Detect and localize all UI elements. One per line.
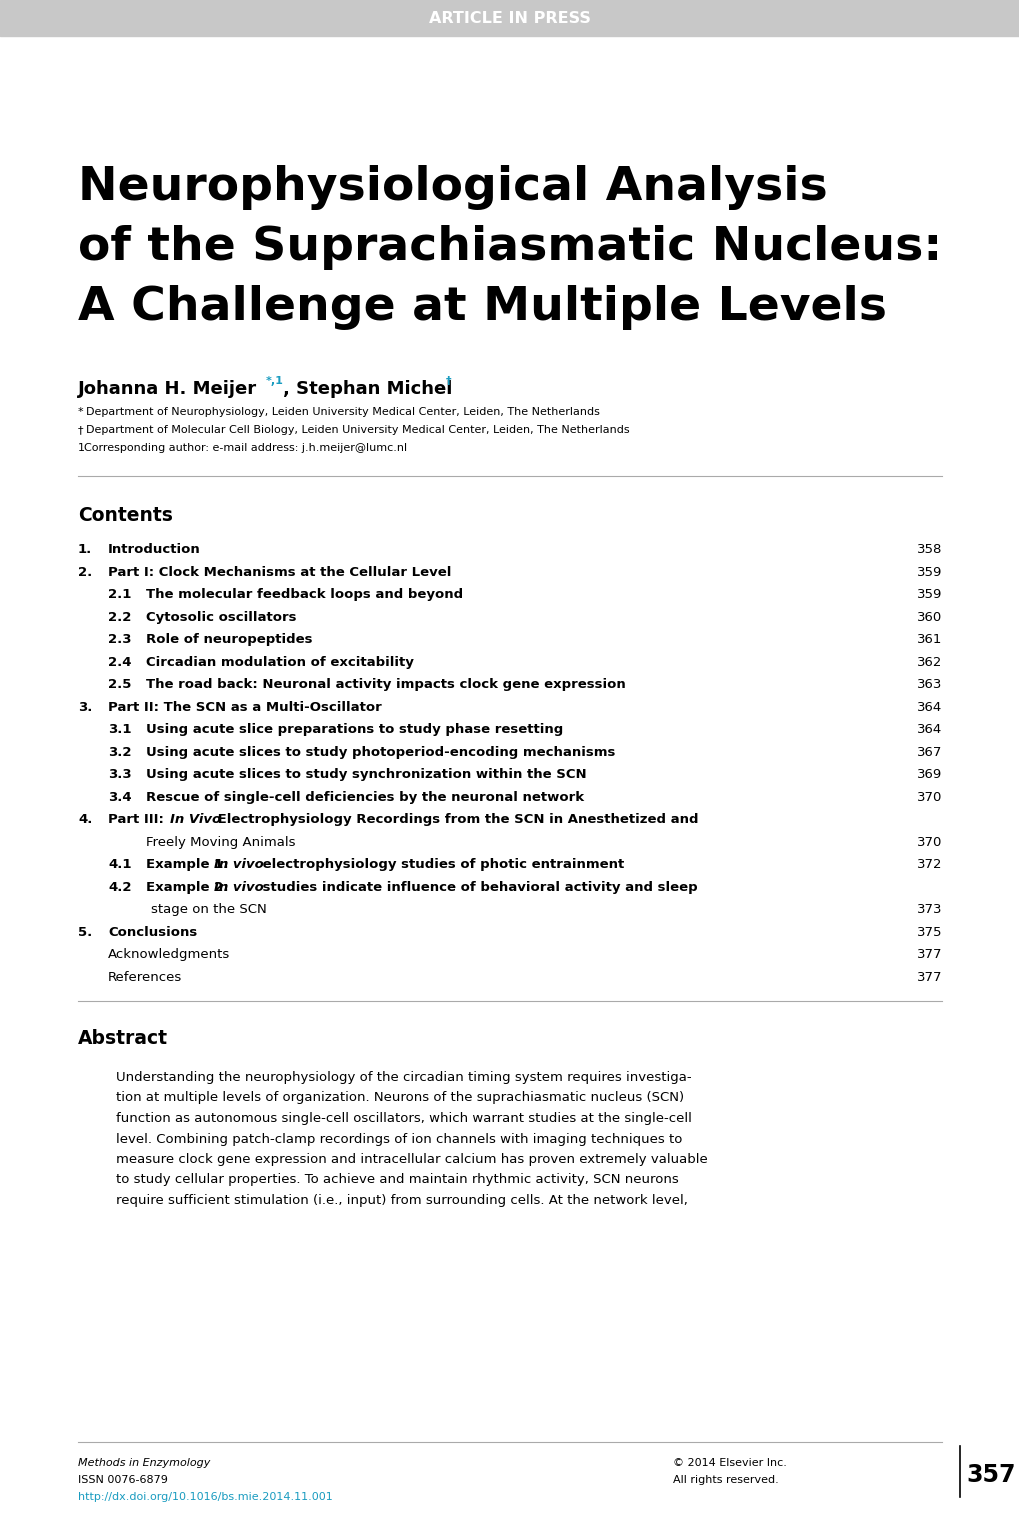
Text: 361: 361 [916,633,942,646]
Text: 3.1: 3.1 [108,724,131,736]
Text: Using acute slices to study synchronization within the SCN: Using acute slices to study synchronizat… [146,768,586,780]
Text: Contents: Contents [77,506,172,525]
Text: Circadian modulation of excitability: Circadian modulation of excitability [146,655,414,669]
Text: http://dx.doi.org/10.1016/bs.mie.2014.11.001: http://dx.doi.org/10.1016/bs.mie.2014.11… [77,1492,332,1502]
Text: require sufficient stimulation (i.e., input) from surrounding cells. At the netw: require sufficient stimulation (i.e., in… [116,1193,687,1207]
Text: †: † [445,376,451,386]
Text: to study cellular properties. To achieve and maintain rhythmic activity, SCN neu: to study cellular properties. To achieve… [116,1174,678,1186]
Text: 377: 377 [916,970,942,984]
Text: Example 2:: Example 2: [146,880,233,894]
Text: The road back: Neuronal activity impacts clock gene expression: The road back: Neuronal activity impacts… [146,678,625,692]
Text: stage on the SCN: stage on the SCN [151,903,267,916]
Text: 2.5: 2.5 [108,678,131,692]
Text: 3.3: 3.3 [108,768,131,780]
Text: Example 1:: Example 1: [146,858,233,871]
Text: measure clock gene expression and intracellular calcium has proven extremely val: measure clock gene expression and intrac… [116,1154,707,1166]
Text: 363: 363 [916,678,942,692]
Text: 1.: 1. [77,543,92,555]
Text: Using acute slices to study photoperiod-encoding mechanisms: Using acute slices to study photoperiod-… [146,745,614,759]
Text: References: References [108,970,182,984]
Text: 367: 367 [916,745,942,759]
Text: 2.2: 2.2 [108,610,131,624]
Text: level. Combining patch-clamp recordings of ion channels with imaging techniques : level. Combining patch-clamp recordings … [116,1132,682,1146]
Text: 2.3: 2.3 [108,633,131,646]
Text: In vivo: In vivo [214,880,264,894]
Text: 5.: 5. [77,926,92,938]
Text: All rights reserved.: All rights reserved. [673,1475,779,1486]
Text: 3.4: 3.4 [108,791,131,803]
Text: *: * [77,407,84,418]
Text: In Vivo: In Vivo [170,812,221,826]
Text: © 2014 Elsevier Inc.: © 2014 Elsevier Inc. [673,1458,787,1467]
Text: Part II: The SCN as a Multi-Oscillator: Part II: The SCN as a Multi-Oscillator [108,701,381,713]
Text: 3.: 3. [77,701,93,713]
Text: studies indicate influence of behavioral activity and sleep: studies indicate influence of behavioral… [258,880,697,894]
Text: 359: 359 [916,588,942,601]
Text: Johanna H. Meijer: Johanna H. Meijer [77,379,257,398]
Text: Freely Moving Animals: Freely Moving Animals [146,835,296,849]
Text: A Challenge at Multiple Levels: A Challenge at Multiple Levels [77,285,887,330]
Text: Part I: Clock Mechanisms at the Cellular Level: Part I: Clock Mechanisms at the Cellular… [108,566,451,578]
Text: Acknowledgments: Acknowledgments [108,949,230,961]
Text: *,1: *,1 [266,376,283,386]
Text: 360: 360 [916,610,942,624]
Text: 364: 364 [916,724,942,736]
Text: In vivo: In vivo [214,858,264,871]
Text: 4.1: 4.1 [108,858,131,871]
Text: Neurophysiological Analysis: Neurophysiological Analysis [77,165,827,210]
Text: 3.2: 3.2 [108,745,131,759]
Text: 357: 357 [965,1463,1015,1487]
Text: Using acute slice preparations to study phase resetting: Using acute slice preparations to study … [146,724,562,736]
Text: Department of Neurophysiology, Leiden University Medical Center, Leiden, The Net: Department of Neurophysiology, Leiden Un… [86,407,599,418]
Text: 2.1: 2.1 [108,588,131,601]
Text: 362: 362 [916,655,942,669]
Text: 4.2: 4.2 [108,880,131,894]
Text: Department of Molecular Cell Biology, Leiden University Medical Center, Leiden, : Department of Molecular Cell Biology, Le… [86,425,629,435]
Text: Understanding the neurophysiology of the circadian timing system requires invest: Understanding the neurophysiology of the… [116,1071,691,1083]
Text: 372: 372 [916,858,942,871]
Text: The molecular feedback loops and beyond: The molecular feedback loops and beyond [146,588,463,601]
Text: 2.4: 2.4 [108,655,131,669]
Text: Part III:: Part III: [108,812,168,826]
Text: ARTICLE IN PRESS: ARTICLE IN PRESS [429,11,590,26]
Text: 375: 375 [916,926,942,938]
Text: 369: 369 [916,768,942,780]
Text: Corresponding author: e‑mail address: j.h.meijer@lumc.nl: Corresponding author: e‑mail address: j.… [84,444,407,453]
Text: Electrophysiology Recordings from the SCN in Anesthetized and: Electrophysiology Recordings from the SC… [213,812,698,826]
Text: of the Suprachiasmatic Nucleus:: of the Suprachiasmatic Nucleus: [77,225,942,269]
Text: Rescue of single-cell deficiencies by the neuronal network: Rescue of single-cell deficiencies by th… [146,791,584,803]
Text: 2.: 2. [77,566,92,578]
Text: 4.: 4. [77,812,93,826]
Text: tion at multiple levels of organization. Neurons of the suprachiasmatic nucleus : tion at multiple levels of organization.… [116,1091,684,1105]
Text: 358: 358 [916,543,942,555]
Text: Abstract: Abstract [77,1030,168,1048]
Text: 373: 373 [916,903,942,916]
Text: 1: 1 [77,444,85,453]
Text: Introduction: Introduction [108,543,201,555]
Text: 370: 370 [916,791,942,803]
Text: ISSN 0076-6879: ISSN 0076-6879 [77,1475,168,1486]
Text: 364: 364 [916,701,942,713]
Text: †: † [77,425,84,435]
Text: electrophysiology studies of photic entrainment: electrophysiology studies of photic entr… [258,858,624,871]
Text: Conclusions: Conclusions [108,926,197,938]
Text: Cytosolic oscillators: Cytosolic oscillators [146,610,297,624]
Bar [0,0,1019,37]
Text: 377: 377 [916,949,942,961]
Text: 370: 370 [916,835,942,849]
Text: Methods in Enzymology: Methods in Enzymology [77,1458,210,1467]
Text: function as autonomous single-cell oscillators, which warrant studies at the sin: function as autonomous single-cell oscil… [116,1112,691,1125]
Text: Role of neuropeptides: Role of neuropeptides [146,633,312,646]
Text: , Stephan Michel: , Stephan Michel [282,379,452,398]
Text: 359: 359 [916,566,942,578]
